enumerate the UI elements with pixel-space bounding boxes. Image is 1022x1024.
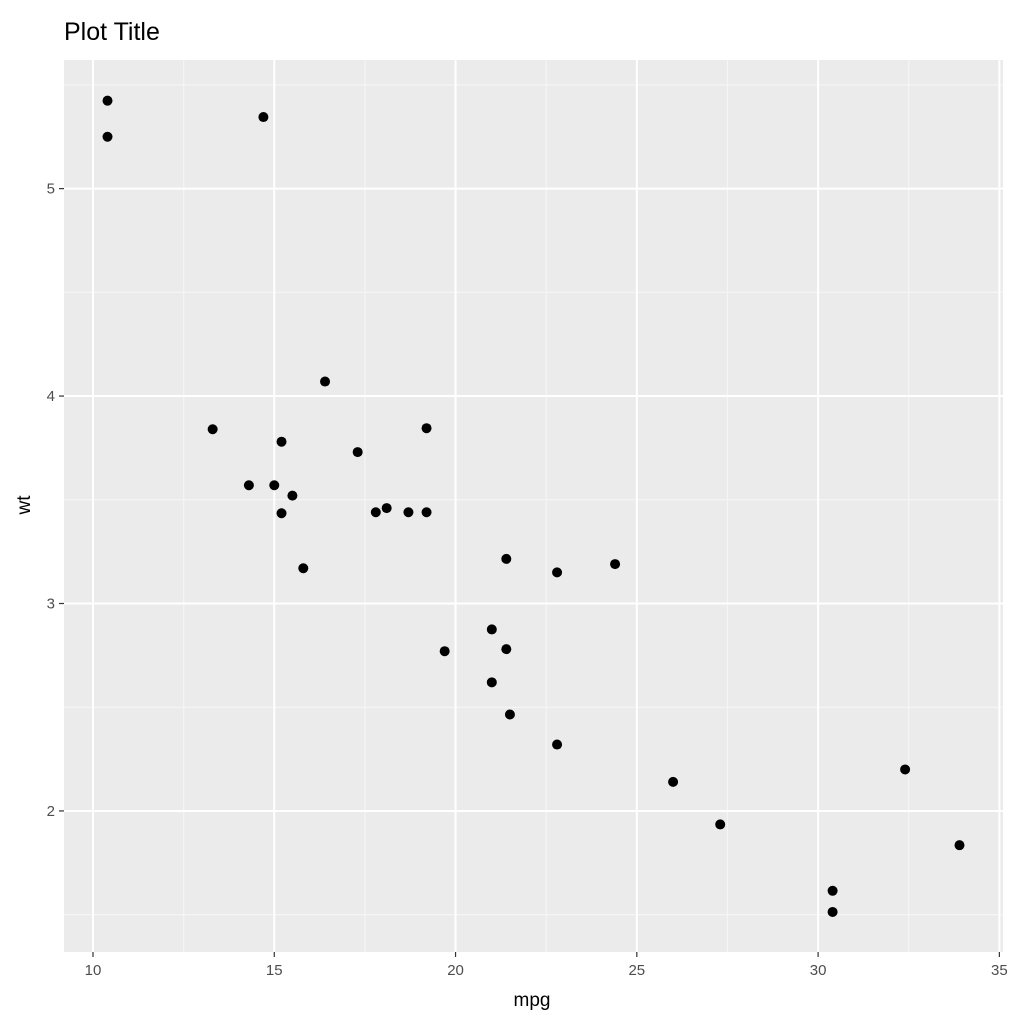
data-point <box>269 480 280 491</box>
data-point <box>552 567 563 578</box>
x-axis: 10 15 20 25 30 35 <box>85 952 1008 979</box>
data-point <box>276 508 287 519</box>
x-tick-label: 20 <box>447 962 464 979</box>
data-point <box>421 423 432 434</box>
data-point <box>827 906 838 917</box>
data-point <box>439 646 450 657</box>
x-tick-label: 30 <box>810 962 827 979</box>
y-tick-label: 3 <box>47 595 55 612</box>
x-tick-label: 15 <box>266 962 283 979</box>
data-point <box>352 447 363 458</box>
data-point <box>403 507 414 518</box>
data-point <box>287 490 298 501</box>
data-point <box>954 840 965 851</box>
data-point <box>504 709 515 720</box>
data-points <box>102 95 965 917</box>
data-point <box>381 503 392 514</box>
data-point <box>102 95 113 106</box>
data-point <box>552 739 563 750</box>
plot-title: Plot Title <box>64 18 160 46</box>
major-gridlines <box>64 60 1003 952</box>
data-point <box>715 819 726 830</box>
data-point <box>243 480 254 491</box>
plot-panel <box>64 60 1003 952</box>
data-point <box>501 644 512 655</box>
data-point <box>370 507 381 518</box>
data-point <box>501 553 512 564</box>
y-axis-title: wt <box>14 495 35 516</box>
data-point <box>486 624 497 635</box>
data-point <box>258 112 269 123</box>
minor-gridlines <box>64 60 1003 952</box>
data-point <box>320 376 331 387</box>
data-point <box>486 677 497 688</box>
data-point <box>102 131 113 142</box>
data-point <box>276 436 287 447</box>
data-point <box>298 563 309 574</box>
data-point <box>610 559 621 570</box>
x-axis-title: mpg <box>514 990 551 1011</box>
data-point <box>421 507 432 518</box>
data-point <box>668 776 679 787</box>
y-tick-label: 4 <box>47 388 55 405</box>
data-point <box>900 764 911 775</box>
y-axis: 2 3 4 5 <box>47 181 64 820</box>
y-tick-label: 5 <box>47 181 55 198</box>
y-tick-label: 2 <box>47 803 55 820</box>
x-tick-label: 10 <box>85 962 102 979</box>
x-tick-label: 25 <box>628 962 645 979</box>
x-tick-label: 35 <box>991 962 1008 979</box>
data-point <box>827 885 838 896</box>
data-point <box>207 424 218 435</box>
